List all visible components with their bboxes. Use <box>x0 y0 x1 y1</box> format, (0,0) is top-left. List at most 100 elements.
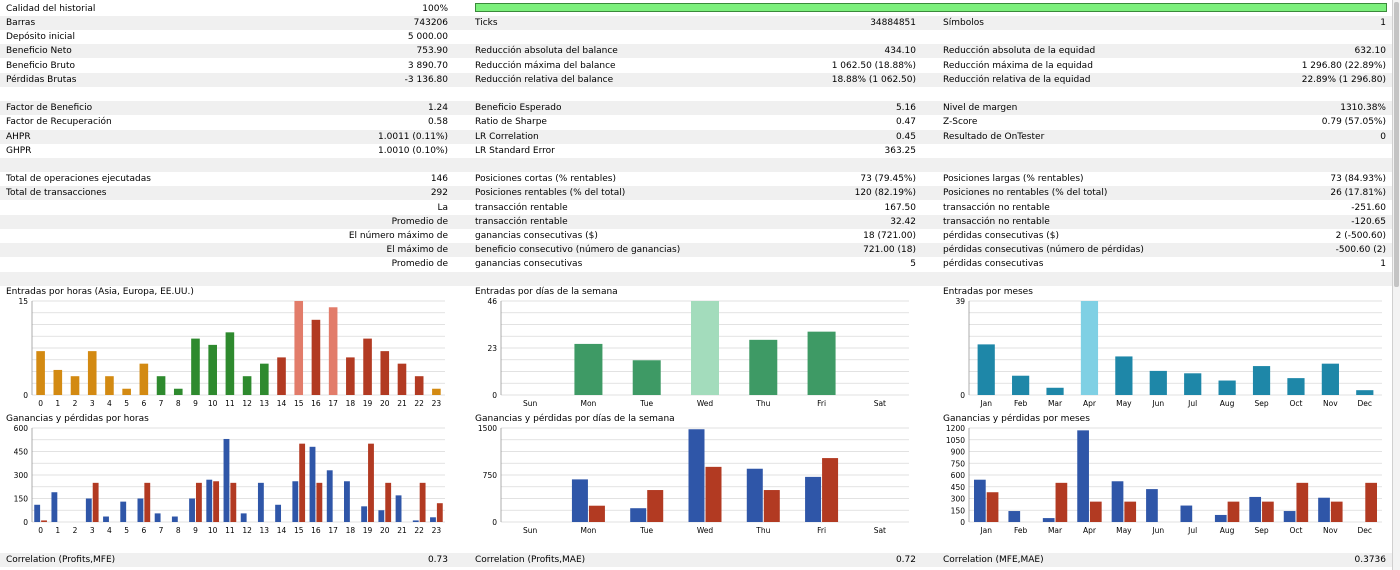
bar <box>436 503 443 522</box>
bar <box>1180 505 1193 522</box>
stat-label: transacción rentable <box>475 202 568 213</box>
report-row: El máximo de beneficio consecutivo (númer… <box>0 243 1392 258</box>
x-tick-label: 5 <box>124 399 129 408</box>
x-tick-label: Oct <box>1289 526 1302 535</box>
bar <box>156 376 166 395</box>
quality-value: 100% <box>422 4 448 14</box>
x-tick-label: 7 <box>159 399 164 408</box>
x-tick-label: Jan <box>979 399 992 408</box>
x-tick-label: 12 <box>242 526 252 535</box>
x-tick-label: 6 <box>141 526 146 535</box>
stat-label: Depósito inicial <box>6 32 75 43</box>
stat-value <box>700 30 916 44</box>
stat-label: transacción rentable <box>475 216 568 227</box>
bar <box>688 429 705 522</box>
x-tick-label: 23 <box>432 399 442 408</box>
report-row <box>0 271 1392 286</box>
report-row: Barras 743206 Ticks 34884851 Símbolos 1 <box>0 16 1392 30</box>
bar <box>1089 501 1102 522</box>
scrollbar-thumb[interactable] <box>1394 2 1399 287</box>
x-tick-label: May <box>1116 526 1132 535</box>
stat-label: Nivel de margen <box>943 103 1018 114</box>
row-prefix-label: Promedio de <box>391 216 448 227</box>
stat-value: 120 (82.19%) <box>854 188 916 199</box>
stat-value: -3 136.80 <box>404 74 448 85</box>
report-row <box>0 158 1392 172</box>
bar <box>53 369 63 395</box>
stat-value: 73 (84.93%) <box>1330 174 1386 185</box>
x-tick-label: Nov <box>1323 526 1338 535</box>
stat-value: 2 (-500.60) <box>1335 231 1386 241</box>
stat-value <box>300 201 448 215</box>
y-tick-label: 600 <box>951 471 966 480</box>
x-tick-label: Thu <box>755 526 770 535</box>
report-row: Factor de Recuperación 0.58 Ratio de Sharp… <box>0 115 1392 129</box>
x-tick-label: Dec <box>1358 399 1373 408</box>
stat-value: 22.89% (1 296.80) <box>1301 74 1386 85</box>
x-tick-label: 21 <box>397 399 407 408</box>
stat-label <box>6 158 306 172</box>
stat-value: 0.58 <box>427 117 448 128</box>
x-tick-label: 0 <box>38 399 43 408</box>
y-tick-label: 450 <box>951 483 966 492</box>
y-tick-label: 1500 <box>478 424 497 433</box>
report-row: Factor de Beneficio 1.24 Beneficio Esperad… <box>0 101 1392 116</box>
x-tick-label: Apr <box>1083 526 1097 535</box>
bar <box>414 376 424 395</box>
bar <box>1287 378 1305 395</box>
chart-entries-weekdays: Entradas por días de la semana 0 23 46 Sun Mo… <box>475 286 915 413</box>
chart-title: Entradas por días de la semana <box>475 287 618 297</box>
x-tick-label: Jun <box>1151 399 1164 408</box>
x-tick-label: Sep <box>1254 399 1268 408</box>
stat-value <box>1180 30 1386 44</box>
bar <box>309 446 316 522</box>
stat-value: 363.25 <box>884 145 917 156</box>
bar <box>822 458 839 522</box>
stat-value <box>300 158 448 172</box>
x-tick-label: 2 <box>73 526 78 535</box>
report-row: Promedio de ganancias consecutivas 5 pérdid… <box>0 257 1392 271</box>
bar <box>122 388 131 395</box>
x-tick-label: 8 <box>176 526 181 535</box>
x-tick-label: 9 <box>193 399 198 408</box>
bar <box>1283 511 1296 522</box>
stat-value: 632.10 <box>1354 46 1387 57</box>
stat-label <box>6 215 306 229</box>
bar <box>1214 514 1227 522</box>
bar <box>195 482 202 522</box>
x-tick-label: Sun <box>523 399 538 408</box>
bar <box>1080 301 1099 395</box>
bar <box>1111 481 1124 522</box>
x-tick-label: 1 <box>55 399 60 408</box>
stat-value: 1.0011 (0.11%) <box>378 131 448 142</box>
x-tick-label: 9 <box>193 526 198 535</box>
report-row: Beneficio Neto 753.90 Reducción absoluta d… <box>0 44 1392 59</box>
stat-label: Factor de Beneficio <box>6 103 93 114</box>
x-tick-label: Tue <box>639 399 653 408</box>
bar <box>70 376 80 395</box>
bar <box>385 482 392 522</box>
bar <box>260 363 269 395</box>
chart-entries-months: Entradas por meses 0 39 Jan Feb Mar Apr May Jun J… <box>943 286 1388 413</box>
report-row: Pérdidas Brutas -3 136.80 Reducción relati… <box>0 72 1392 87</box>
y-tick-label: 750 <box>483 471 498 480</box>
stat-label: Ticks <box>475 18 498 28</box>
x-tick-label: 6 <box>141 399 146 408</box>
bar <box>103 516 109 522</box>
y-tick-label: 300 <box>14 471 29 480</box>
x-tick-label: 1 <box>55 526 60 535</box>
bar <box>1184 373 1202 395</box>
bar <box>316 482 323 522</box>
y-tick-label: 23 <box>487 344 497 353</box>
x-tick-label: May <box>1116 399 1132 408</box>
stat-value: 32.42 <box>890 216 916 227</box>
stat-value: 743206 <box>413 18 448 28</box>
stat-value: 1 <box>1380 18 1386 28</box>
x-tick-label: Mar <box>1048 399 1063 408</box>
stat-label: Factor de Recuperación <box>6 117 112 128</box>
stat-value: 0.47 <box>895 117 916 128</box>
stat-value: 3 890.70 <box>407 60 448 71</box>
stat-value: 1 296.80 (22.89%) <box>1301 60 1386 71</box>
report-row: Beneficio Bruto 3 890.70 Reducción máxima … <box>0 59 1392 73</box>
